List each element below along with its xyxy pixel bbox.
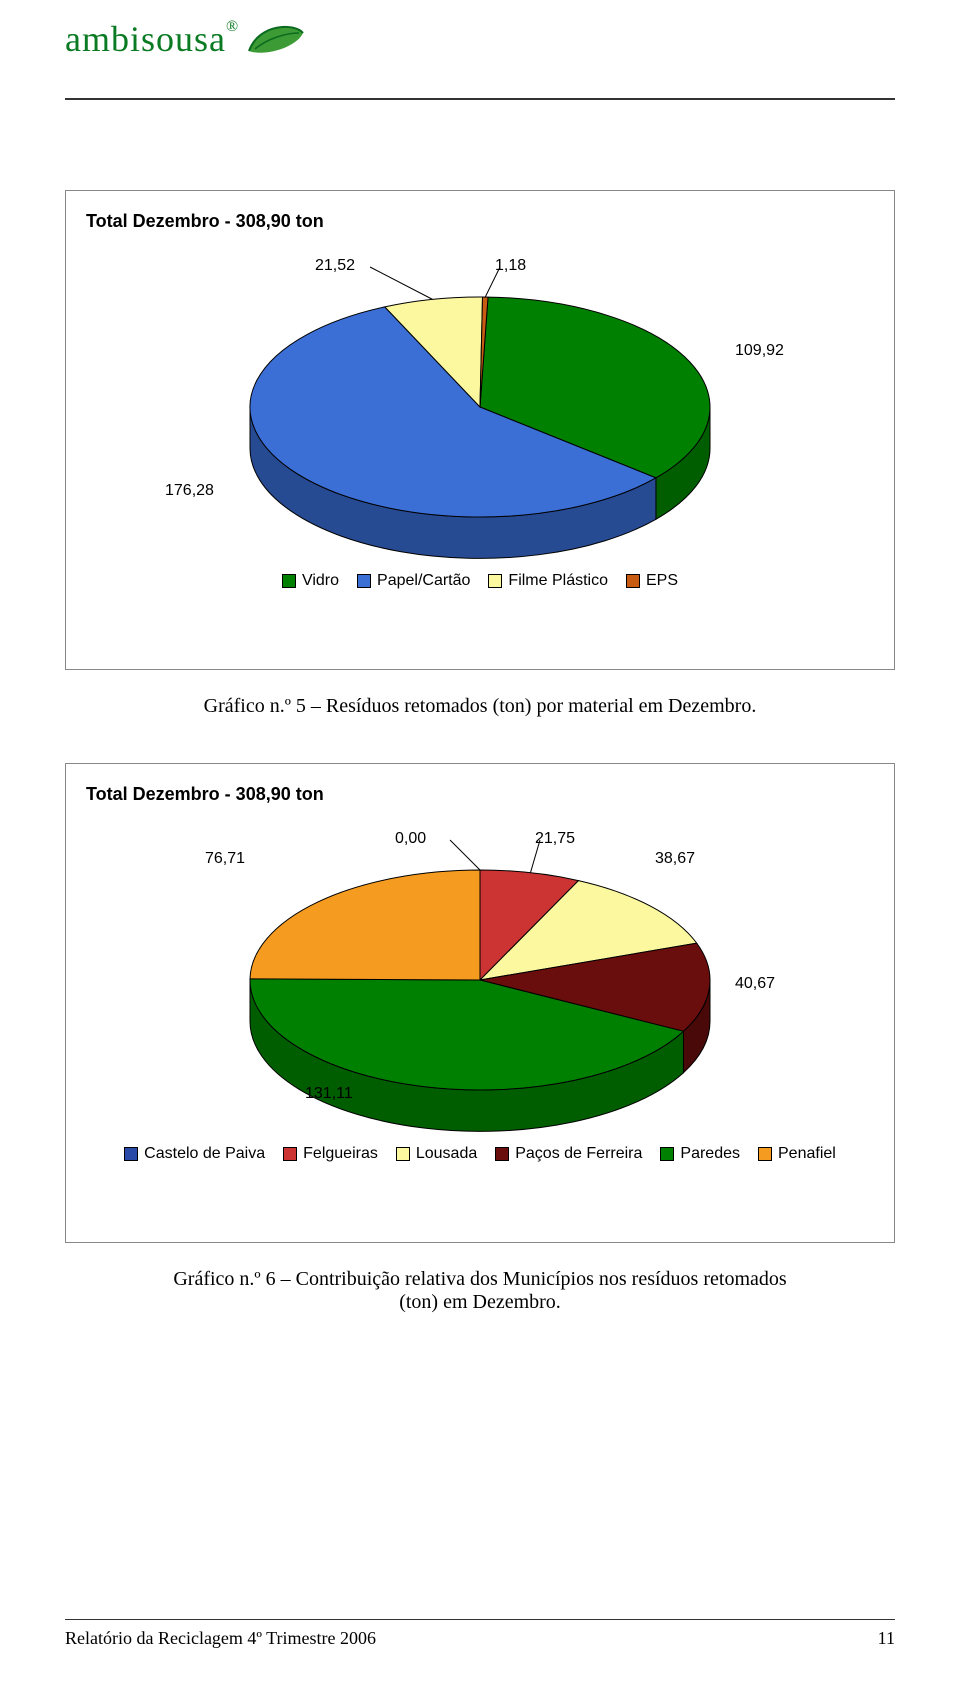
caption-2-line2: (ton) em Dezembro.	[399, 1291, 561, 1313]
slice-label: 131,11	[305, 1085, 353, 1103]
legend-swatch	[124, 1147, 138, 1161]
slice-label: 176,28	[165, 482, 214, 500]
footer-left: Relatório da Reciclagem 4º Trimestre 200…	[65, 1628, 376, 1649]
caption-1: Gráfico n.º 5 – Resíduos retomados (ton)…	[65, 695, 895, 718]
legend-swatch	[660, 1147, 674, 1161]
page-content: Total Dezembro - 308,90 ton 109,92 176,28…	[0, 190, 960, 1314]
legend-swatch	[495, 1147, 509, 1161]
brand-name: ambisousa	[65, 19, 226, 59]
legend-swatch	[396, 1147, 410, 1161]
legend-item: Paredes	[660, 1145, 740, 1163]
legend-swatch	[282, 574, 296, 588]
legend-label: Paços de Ferreira	[515, 1145, 642, 1163]
chart1-legend: Vidro Papel/Cartão Filme Plástico EPS	[86, 572, 874, 590]
legend-item: Lousada	[396, 1145, 477, 1163]
legend-item: Filme Plástico	[488, 572, 608, 590]
footer-right: 11	[878, 1628, 895, 1649]
legend-label: EPS	[646, 572, 678, 590]
slice-label: 1,18	[495, 257, 526, 275]
chart-box-2: Total Dezembro - 308,90 ton 21,75 38,67 40…	[65, 763, 895, 1243]
brand-logo: ambisousa®	[65, 18, 305, 60]
caption-2-line1: Gráfico n.º 6 – Contribuição relativa do…	[173, 1268, 786, 1290]
legend-item: Vidro	[282, 572, 339, 590]
chart2-pie: 21,75 38,67 40,67 131,11 76,71 0,00	[86, 805, 874, 1135]
slice-label: 21,75	[535, 830, 575, 848]
page-header: ambisousa®	[65, 0, 895, 100]
brand-text: ambisousa®	[65, 18, 239, 60]
legend-label: Lousada	[416, 1145, 477, 1163]
slice-label: 76,71	[205, 850, 245, 868]
chart-box-1: Total Dezembro - 308,90 ton 109,92 176,28…	[65, 190, 895, 670]
legend-item: Felgueiras	[283, 1145, 378, 1163]
legend-swatch	[488, 574, 502, 588]
chart2-legend: Castelo de Paiva Felgueiras Lousada Paços d…	[86, 1145, 874, 1163]
slice-label: 109,92	[735, 342, 784, 360]
legend-label: Penafiel	[778, 1145, 836, 1163]
slice-label: 21,52	[315, 257, 355, 275]
legend-label: Papel/Cartão	[377, 572, 470, 590]
slice-label: 38,67	[655, 850, 695, 868]
slice-label: 40,67	[735, 975, 775, 993]
chart1-pie: 109,92 176,28 21,52 1,18	[86, 232, 874, 562]
leaf-icon	[245, 21, 305, 57]
chart2-title: Total Dezembro - 308,90 ton	[86, 784, 874, 805]
legend-label: Paredes	[680, 1145, 740, 1163]
legend-swatch	[283, 1147, 297, 1161]
legend-swatch	[626, 574, 640, 588]
slice-label: 0,00	[395, 830, 426, 848]
chart1-title: Total Dezembro - 308,90 ton	[86, 211, 874, 232]
legend-item: Penafiel	[758, 1145, 836, 1163]
brand-reg: ®	[226, 18, 239, 35]
legend-swatch	[758, 1147, 772, 1161]
legend-label: Castelo de Paiva	[144, 1145, 265, 1163]
legend-item: EPS	[626, 572, 678, 590]
legend-item: Castelo de Paiva	[124, 1145, 265, 1163]
caption-2: Gráfico n.º 6 – Contribuição relativa do…	[65, 1268, 895, 1314]
page-footer: Relatório da Reciclagem 4º Trimestre 200…	[65, 1619, 895, 1649]
legend-swatch	[357, 574, 371, 588]
legend-item: Papel/Cartão	[357, 572, 470, 590]
legend-label: Vidro	[302, 572, 339, 590]
legend-item: Paços de Ferreira	[495, 1145, 642, 1163]
legend-label: Felgueiras	[303, 1145, 378, 1163]
legend-label: Filme Plástico	[508, 572, 608, 590]
